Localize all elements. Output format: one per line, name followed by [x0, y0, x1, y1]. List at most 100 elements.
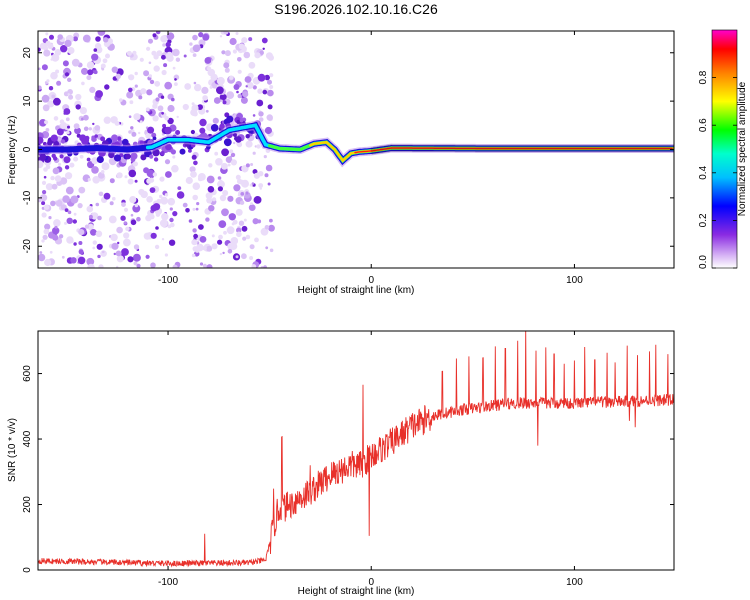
noise-blob: [146, 196, 153, 203]
noise-blob: [251, 264, 257, 268]
spectrogram-y-tick-label: -20: [22, 239, 33, 254]
noise-blob: [136, 263, 141, 268]
noise-blob: [131, 131, 137, 137]
noise-blob: [38, 67, 41, 71]
noise-blob: [235, 208, 243, 216]
noise-blob: [59, 119, 65, 124]
noise-blob: [42, 104, 50, 112]
noise-blob: [169, 217, 174, 223]
noise-blob: [212, 197, 217, 202]
colorbar-tick-label: 0.6: [698, 118, 709, 132]
noise-blob: [159, 194, 163, 199]
noise-blob: [199, 262, 204, 266]
noise-blob: [97, 215, 102, 221]
noise-blob: [172, 66, 176, 70]
noise-blob: [160, 95, 165, 99]
noise-blob: [64, 221, 67, 225]
noise-blob: [65, 172, 73, 180]
noise-blob: [87, 178, 91, 182]
noise-blob: [221, 162, 228, 170]
noise-blob: [79, 154, 84, 159]
noise-blob: [239, 118, 244, 123]
noise-blob: [263, 265, 267, 268]
noise-blob: [63, 156, 71, 164]
noise-blob: [162, 43, 166, 47]
noise-blob: [189, 42, 193, 46]
noise-blob: [54, 225, 58, 229]
noise-blob: [100, 250, 107, 257]
noise-blob: [241, 253, 247, 260]
noise-blob: [219, 252, 223, 256]
noise-blob: [218, 220, 227, 229]
noise-blob: [161, 238, 165, 241]
noise-blob: [245, 163, 250, 168]
noise-blob: [171, 97, 175, 102]
noise-blob: [172, 264, 178, 268]
noise-blob: [127, 256, 134, 263]
noise-blob: [95, 46, 103, 54]
noise-blob: [44, 258, 52, 267]
noise-blob: [263, 155, 267, 159]
noise-blob: [121, 248, 129, 256]
noise-blob: [165, 171, 172, 178]
noise-blob: [164, 159, 171, 165]
noise-blob: [223, 138, 232, 147]
noise-blob: [152, 136, 157, 141]
noise-blob: [239, 200, 245, 205]
noise-blob: [62, 60, 69, 67]
colorbar-tick-label: 0.0: [698, 255, 709, 269]
noise-blob: [63, 91, 69, 97]
noise-blob: [94, 179, 99, 184]
noise-blob: [204, 57, 212, 64]
noise-blob: [211, 243, 218, 250]
noise-blob: [57, 34, 63, 40]
noise-blob: [68, 94, 74, 100]
noise-blob: [95, 90, 103, 98]
noise-blob: [53, 116, 59, 121]
noise-blob: [261, 37, 268, 44]
noise-blob: [191, 154, 197, 160]
noise-blob: [217, 186, 223, 192]
noise-blob: [78, 241, 83, 245]
noise-blob: [229, 37, 237, 46]
noise-blob: [86, 257, 95, 266]
noise-blob: [172, 211, 178, 217]
spectrogram-y-label: Frequency (Hz): [7, 116, 18, 185]
noise-blob: [38, 160, 44, 169]
noise-blob: [86, 157, 91, 162]
noise-blob: [114, 120, 120, 126]
noise-blob: [221, 148, 230, 157]
noise-blob: [269, 85, 274, 89]
noise-blob: [75, 104, 81, 110]
noise-blob: [41, 94, 50, 103]
noise-blob: [133, 244, 140, 250]
noise-blob: [75, 93, 82, 101]
noise-blob: [146, 89, 153, 96]
noise-blob: [165, 53, 170, 58]
noise-blob: [89, 86, 96, 93]
noise-blob: [53, 140, 60, 147]
noise-blob: [53, 219, 61, 227]
noise-blob: [60, 139, 66, 144]
noise-blob: [50, 200, 56, 207]
noise-blob: [51, 183, 58, 190]
noise-blob: [52, 167, 60, 175]
noise-blob: [202, 246, 207, 251]
noise-blob: [198, 224, 204, 230]
noise-blob: [245, 85, 248, 88]
noise-blob: [128, 169, 137, 178]
noise-blob: [140, 154, 147, 161]
noise-blob: [210, 124, 219, 132]
noise-blob: [60, 45, 68, 53]
noise-blob: [169, 207, 173, 211]
noise-blob: [236, 178, 243, 184]
noise-blob: [138, 95, 143, 100]
spectrogram-ridge: [38, 120, 674, 168]
noise-blob: [41, 180, 47, 185]
noise-blob: [117, 241, 120, 245]
noise-blob: [240, 96, 248, 104]
noise-blob: [198, 39, 206, 47]
noise-blob: [249, 244, 255, 250]
noise-blob: [78, 249, 84, 255]
